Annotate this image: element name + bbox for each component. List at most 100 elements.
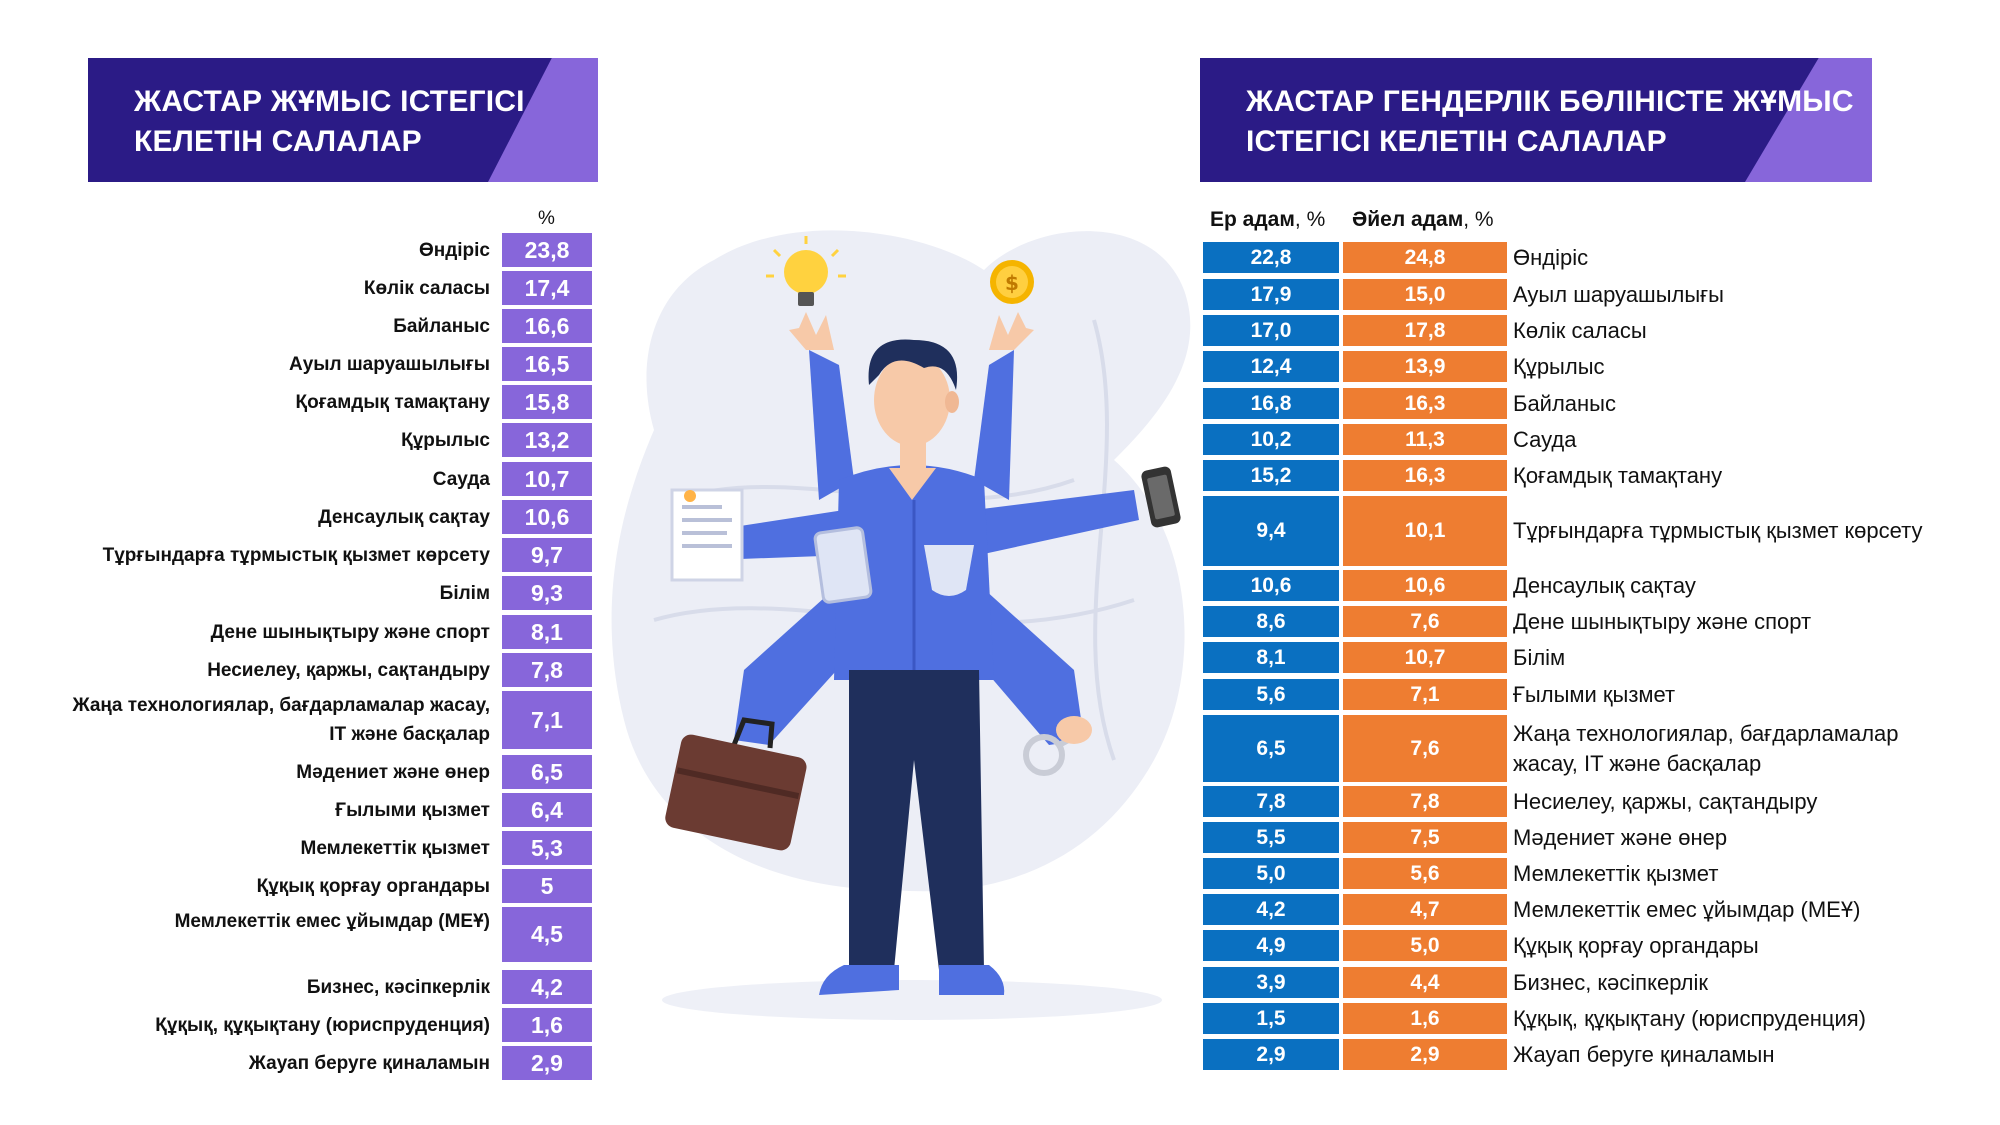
right-table-row: 22,8 24,8 Өндіріс bbox=[1203, 242, 1963, 273]
right-row-label: Байланыс bbox=[1513, 390, 1616, 416]
right-row-label: Мемлекеттік емес ұйымдар (МЕҰ) bbox=[1513, 896, 1861, 922]
left-table-row: Құқық, құқықтану (юриспруденция) 1,6 bbox=[100, 1008, 600, 1042]
svg-text:$: $ bbox=[1005, 271, 1019, 295]
left-table-row: Қоғамдық тамақтану 15,8 bbox=[100, 385, 600, 419]
female-value-cell: 15,0 bbox=[1343, 279, 1507, 310]
left-row-value: 23,8 bbox=[502, 233, 592, 267]
ear bbox=[945, 391, 959, 413]
right-table-row: 2,9 2,9 Жауап беруге қиналамын bbox=[1203, 1039, 1963, 1070]
female-value-cell: 4,4 bbox=[1343, 967, 1507, 998]
male-value-cell: 10,6 bbox=[1203, 570, 1339, 601]
left-row-label: Мемлекеттік емес ұйымдар (МЕҰ) bbox=[174, 911, 490, 932]
left-table-row: Өндіріс 23,8 bbox=[100, 233, 600, 267]
left-row-value: 16,6 bbox=[502, 309, 592, 343]
female-value-cell: 11,3 bbox=[1343, 424, 1507, 455]
female-value-cell: 10,1 bbox=[1343, 496, 1507, 566]
left-row-label: Құқық, құқықтану (юриспруденция) bbox=[155, 1015, 490, 1036]
left-row-label: Дене шынықтыру және спорт bbox=[210, 622, 490, 643]
left-row-value: 13,2 bbox=[502, 423, 592, 457]
left-row-value: 6,4 bbox=[502, 793, 592, 827]
female-value-cell: 16,3 bbox=[1343, 460, 1507, 491]
male-value-cell: 8,6 bbox=[1203, 606, 1339, 637]
left-row-value: 4,2 bbox=[502, 970, 592, 1004]
right-table-row: 15,2 16,3 Қоғамдық тамақтану bbox=[1203, 460, 1963, 491]
left-table-row: Тұрғындарға тұрмыстық қызмет көрсету 9,7 bbox=[100, 538, 600, 572]
female-value-cell: 7,6 bbox=[1343, 606, 1507, 637]
left-row-value: 5,3 bbox=[502, 831, 592, 865]
left-row-label: Жауап беруге қиналамын bbox=[248, 1053, 490, 1074]
male-value-cell: 12,4 bbox=[1203, 351, 1339, 382]
right-table-row: 1,5 1,6 Құқық, құқықтану (юриспруденция) bbox=[1203, 1003, 1963, 1034]
left-table-row: Бизнес, кәсіпкерлік 4,2 bbox=[100, 970, 600, 1004]
right-row-label: Бизнес, кәсіпкерлік bbox=[1513, 969, 1709, 995]
left-row-value: 7,8 bbox=[502, 653, 592, 687]
male-header-unit: , % bbox=[1294, 208, 1326, 231]
male-value-cell: 3,9 bbox=[1203, 967, 1339, 998]
right-title-line2: ІСТЕГІСІ КЕЛЕТІН САЛАЛАР bbox=[1246, 125, 1667, 158]
female-column-header: Әйел адам, % bbox=[1352, 208, 1494, 232]
left-title-banner: ЖАСТАР ЖҰМЫС ІСТЕГІСІ КЕЛЕТІН САЛАЛАР bbox=[88, 58, 598, 182]
right-row-label: Құқық қорғау органдары bbox=[1513, 932, 1759, 958]
left-table-row: Білім 9,3 bbox=[100, 576, 600, 610]
floor-shadow bbox=[662, 980, 1162, 1020]
left-table-row: Денсаулық сақтау 10,6 bbox=[100, 500, 600, 534]
right-table-row: 5,0 5,6 Мемлекеттік қызмет bbox=[1203, 858, 1963, 889]
right-row-label: Денсаулық сақтау bbox=[1513, 572, 1696, 598]
female-value-cell: 5,0 bbox=[1343, 930, 1507, 961]
left-table-row: Ауыл шаруашылығы 16,5 bbox=[100, 347, 600, 381]
male-value-cell: 8,1 bbox=[1203, 642, 1339, 673]
left-row-label: Мемлекеттік қызмет bbox=[300, 838, 490, 859]
right-table-row: 10,2 11,3 Сауда bbox=[1203, 424, 1963, 455]
right-row-label: Білім bbox=[1513, 644, 1566, 670]
left-row-label: Ауыл шаруашылығы bbox=[288, 354, 490, 375]
left-row-value: 5 bbox=[502, 869, 592, 903]
female-header-bold: Әйел адам bbox=[1352, 208, 1464, 231]
left-row-value: 8,1 bbox=[502, 615, 592, 649]
right-table-row: 6,5 7,6 Жаңа технологиялар, бағдарламалар … bbox=[1203, 715, 1963, 782]
right-row-label: Сауда bbox=[1513, 426, 1577, 452]
left-row-value: 17,4 bbox=[502, 271, 592, 305]
trousers bbox=[849, 670, 984, 970]
left-row-value: 2,9 bbox=[502, 1046, 592, 1080]
right-table-row: 8,1 10,7 Білім bbox=[1203, 642, 1963, 673]
right-table-row: 4,9 5,0 Құқық қорғау органдары bbox=[1203, 930, 1963, 961]
right-row-label: Жауап беруге қиналамын bbox=[1513, 1041, 1775, 1067]
hand-right-raised bbox=[989, 312, 1034, 350]
male-value-cell: 4,2 bbox=[1203, 894, 1339, 925]
right-row-label: Дене шынықтыру және спорт bbox=[1513, 608, 1812, 634]
left-row-value: 15,8 bbox=[502, 385, 592, 419]
right-row-label: Жаңа технологиялар, бағдарламалар жасау,… bbox=[1513, 720, 1899, 776]
shoe-right bbox=[939, 965, 1005, 995]
female-value-cell: 7,1 bbox=[1343, 679, 1507, 710]
left-row-label: Құрылыс bbox=[401, 430, 490, 451]
right-row-label: Қоғамдық тамақтану bbox=[1513, 462, 1723, 488]
right-table-row: 7,8 7,8 Несиелеу, қаржы, сақтандыру bbox=[1203, 786, 1963, 817]
male-value-cell: 2,9 bbox=[1203, 1039, 1339, 1070]
right-row-label: Ғылыми қызмет bbox=[1513, 681, 1676, 707]
phone-icon bbox=[1141, 466, 1181, 528]
left-row-label: Бизнес, кәсіпкерлік bbox=[306, 977, 490, 998]
left-row-value: 7,1 bbox=[502, 691, 592, 749]
left-table-row: Мемлекеттік қызмет 5,3 bbox=[100, 831, 600, 865]
left-row-value: 4,5 bbox=[502, 907, 592, 962]
left-table-row: Мемлекеттік емес ұйымдар (МЕҰ) 4,5 bbox=[100, 907, 600, 962]
multitasking-person-illustration: $ bbox=[611, 230, 1191, 1020]
male-value-cell: 10,2 bbox=[1203, 424, 1339, 455]
male-value-cell: 4,9 bbox=[1203, 930, 1339, 961]
right-row-label: Мәдениет және өнер bbox=[1513, 824, 1728, 850]
left-row-value: 6,5 bbox=[502, 755, 592, 789]
left-row-label: Жаңа технологиялар, бағдарламалар жасау,… bbox=[72, 695, 490, 745]
female-value-cell: 4,7 bbox=[1343, 894, 1507, 925]
male-value-cell: 15,2 bbox=[1203, 460, 1339, 491]
left-row-value: 10,7 bbox=[502, 462, 592, 496]
left-row-label: Ғылыми қызмет bbox=[335, 800, 490, 821]
right-table-row: 3,9 4,4 Бизнес, кәсіпкерлік bbox=[1203, 967, 1963, 998]
left-table-row: Құқық қорғау органдары 5 bbox=[100, 869, 600, 903]
right-row-label: Өндіріс bbox=[1513, 244, 1589, 270]
left-row-value: 9,3 bbox=[502, 576, 592, 610]
male-value-cell: 16,8 bbox=[1203, 388, 1339, 419]
right-row-label: Құрылыс bbox=[1513, 353, 1605, 379]
male-column-header: Ер адам, % bbox=[1210, 208, 1325, 232]
male-value-cell: 1,5 bbox=[1203, 1003, 1339, 1034]
female-value-cell: 2,9 bbox=[1343, 1039, 1507, 1070]
